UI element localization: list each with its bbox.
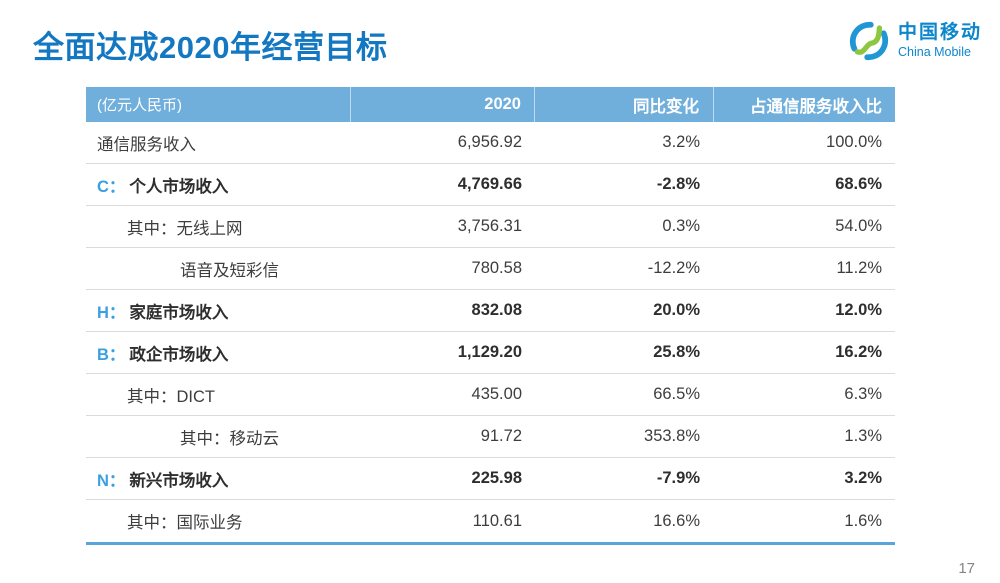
header-col-2020: 2020 (351, 87, 535, 122)
row-label-cell: 其中：无线上网 (86, 215, 351, 239)
value-2020: 780.58 (471, 259, 522, 277)
value-yoy: 16.6% (653, 511, 700, 530)
table-row: B： 政企市场收入 1,129.20 25.8% 16.2% (86, 332, 895, 374)
value-share: 54.0% (835, 217, 882, 235)
table-row: 其中：DICT 435.00 66.5% 6.3% (86, 374, 895, 416)
table-row: H： 家庭市场收入 832.08 20.0% 12.0% (86, 290, 895, 332)
logo-name-cn: 中国移动 (897, 21, 982, 43)
page-title: 全面达成2020年经营目标 (33, 30, 388, 65)
table-row: N： 新兴市场收入 225.98 -7.9% 3.2% (86, 458, 895, 500)
revenue-table: (亿元人民币) 2020 同比变化 占通信服务收入比 通信服务收入 6,956.… (86, 87, 895, 545)
row-label: 个人市场收入 (129, 177, 229, 196)
china-mobile-logo: 中国移动 China Mobile (846, 18, 982, 64)
table-row: 通信服务收入 6,956.92 3.2% 100.0% (86, 122, 895, 164)
table-row: 其中：无线上网 3,756.31 0.3% 54.0% (86, 206, 895, 248)
table-row: 其中：移动云 91.72 353.8% 1.3% (86, 416, 895, 458)
row-label-cell: N： 新兴市场收入 (86, 467, 351, 491)
segment-letter: B： (97, 345, 126, 364)
value-yoy: 25.8% (653, 343, 700, 361)
value-share: 3.2% (844, 469, 882, 487)
value-2020: 1,129.20 (457, 343, 522, 361)
value-yoy: -2.8% (656, 175, 700, 193)
value-share: 12.0% (835, 301, 882, 319)
value-yoy: 66.5% (653, 385, 700, 403)
header-col-yoy: 同比变化 (535, 87, 714, 122)
table-body: 通信服务收入 6,956.92 3.2% 100.0% C： 个人市场收入 4,… (86, 122, 895, 545)
table-row: 语音及短彩信 780.58 -12.2% 11.2% (86, 248, 895, 290)
segment-letter: H： (97, 303, 126, 322)
row-label-cell: 语音及短彩信 (86, 257, 351, 281)
value-yoy: -12.2% (647, 259, 700, 277)
value-share: 1.3% (844, 427, 882, 445)
segment-letter: N： (97, 471, 126, 490)
row-label: 政企市场收入 (129, 345, 229, 364)
row-label: 家庭市场收入 (129, 303, 229, 322)
value-share: 16.2% (835, 343, 882, 361)
value-share: 11.2% (836, 259, 882, 277)
logo-name-en: China Mobile (897, 44, 971, 59)
header-col-share: 占通信服务收入比 (750, 97, 882, 116)
value-share: 68.6% (835, 175, 882, 193)
value-2020: 435.00 (471, 385, 522, 403)
value-yoy: 20.0% (653, 301, 700, 319)
row-label: 新兴市场收入 (129, 471, 229, 490)
value-2020: 6,956.92 (457, 133, 522, 151)
row-label-cell: 通信服务收入 (86, 131, 351, 155)
value-2020: 110.61 (472, 511, 522, 530)
row-label: 其中：移动云 (180, 429, 279, 448)
row-label-cell: 其中：国际业务 (86, 509, 351, 533)
row-label-cell: 其中：移动云 (86, 425, 351, 449)
header-unit-label: (亿元人民币) (86, 87, 351, 122)
value-2020: 4,769.66 (457, 175, 522, 193)
value-yoy: 3.2% (662, 133, 700, 151)
row-label: 其中：国际业务 (127, 514, 243, 532)
table-row: 其中：国际业务 110.61 16.6% 1.6% (86, 500, 895, 542)
value-2020: 832.08 (471, 301, 522, 319)
page-number: 17 (958, 560, 975, 577)
value-share: 100.0% (826, 133, 882, 151)
value-yoy: 353.8% (644, 427, 700, 445)
table-header-row: (亿元人民币) 2020 同比变化 占通信服务收入比 (86, 87, 895, 122)
row-label: 其中：DICT (127, 387, 215, 406)
china-mobile-globe-icon (849, 21, 889, 61)
value-2020: 91.72 (480, 427, 522, 445)
row-label-cell: H： 家庭市场收入 (86, 299, 351, 323)
value-yoy: -7.9% (656, 469, 700, 487)
row-label-cell: B： 政企市场收入 (86, 341, 351, 365)
row-label: 其中：无线上网 (127, 219, 243, 238)
value-2020: 3,756.31 (457, 217, 522, 235)
row-label-cell: 其中：DICT (86, 383, 351, 407)
segment-letter: C： (97, 177, 126, 196)
logo-text: 中国移动 China Mobile (897, 21, 982, 60)
value-share: 1.6% (844, 511, 882, 530)
value-yoy: 0.3% (662, 217, 700, 235)
row-label: 通信服务收入 (97, 135, 196, 154)
row-label-cell: C： 个人市场收入 (86, 173, 351, 197)
row-label: 语音及短彩信 (180, 261, 279, 280)
table-row: C： 个人市场收入 4,769.66 -2.8% 68.6% (86, 164, 895, 206)
value-share: 6.3% (844, 385, 882, 403)
value-2020: 225.98 (471, 469, 522, 487)
